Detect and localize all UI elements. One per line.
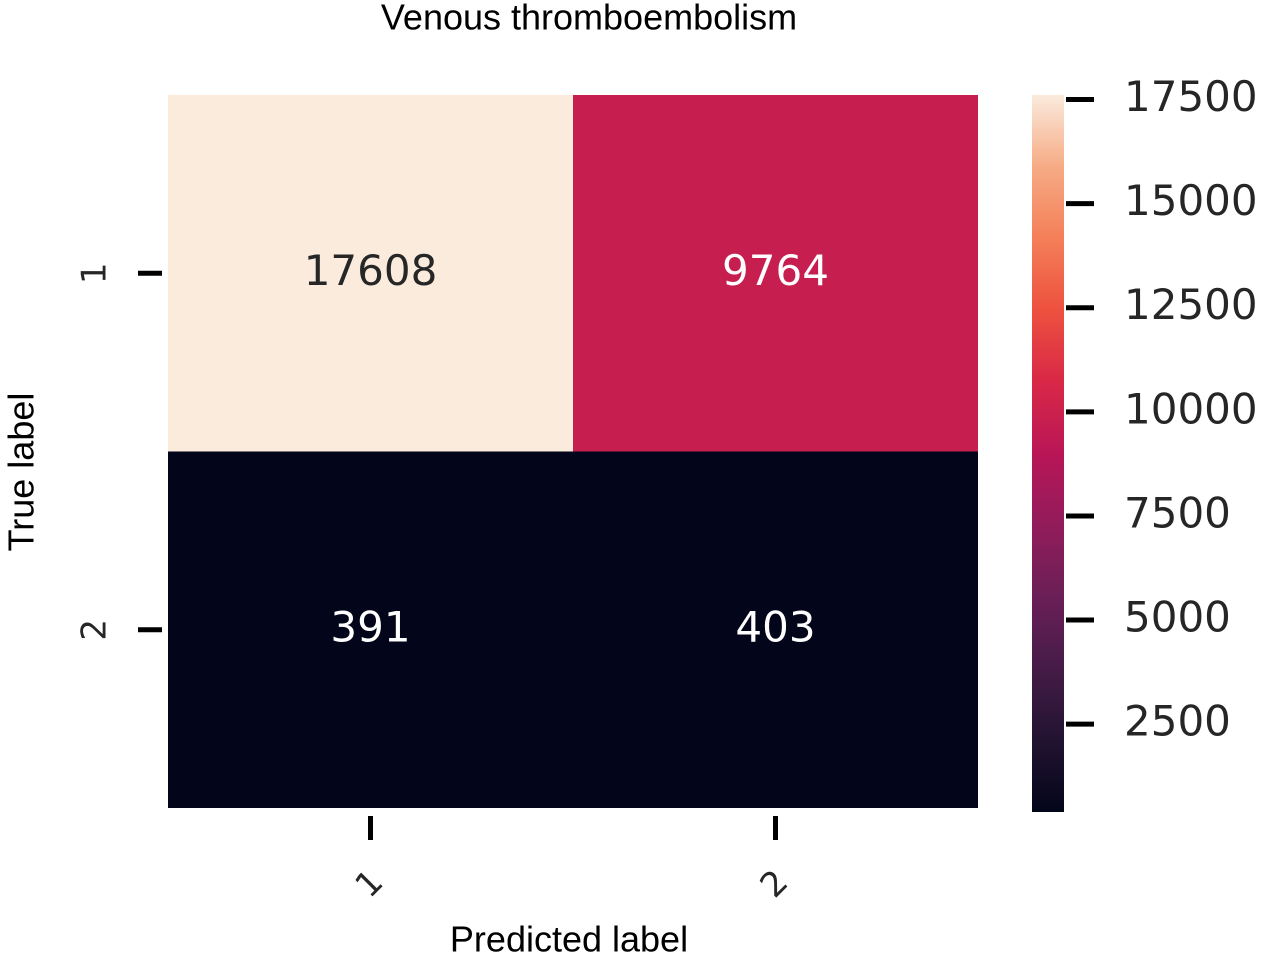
x-tick-label: 1: [348, 862, 392, 906]
y-tick-label: 2: [75, 619, 115, 641]
colorbar-tick-label: 10000: [1124, 384, 1258, 433]
colorbar: [1032, 95, 1064, 812]
chart-title: Venous thromboembolism: [381, 0, 797, 38]
cell-label: 403: [735, 602, 815, 651]
x-tick-label: 2: [753, 862, 797, 906]
colorbar-tick-label: 15000: [1124, 176, 1258, 225]
colorbar-tick-label: 17500: [1124, 72, 1258, 121]
heatmap-cell: [168, 451, 573, 808]
heatmap-cell: [573, 451, 978, 808]
cell-label: 17608: [304, 246, 438, 295]
x-axis-label: Predicted label: [450, 919, 688, 960]
cell-label: 391: [330, 602, 410, 651]
colorbar-tick-label: 12500: [1124, 280, 1258, 329]
heatmap-cell: [573, 95, 978, 452]
colorbar-tick-label: 7500: [1124, 488, 1231, 537]
colorbar-tick-label: 5000: [1124, 593, 1231, 642]
y-tick-label: 1: [75, 262, 115, 284]
heatmap-cell: [168, 95, 573, 452]
y-axis-label: True label: [1, 393, 42, 552]
cell-label: 9764: [722, 246, 829, 295]
colorbar-tick-label: 2500: [1124, 697, 1231, 746]
